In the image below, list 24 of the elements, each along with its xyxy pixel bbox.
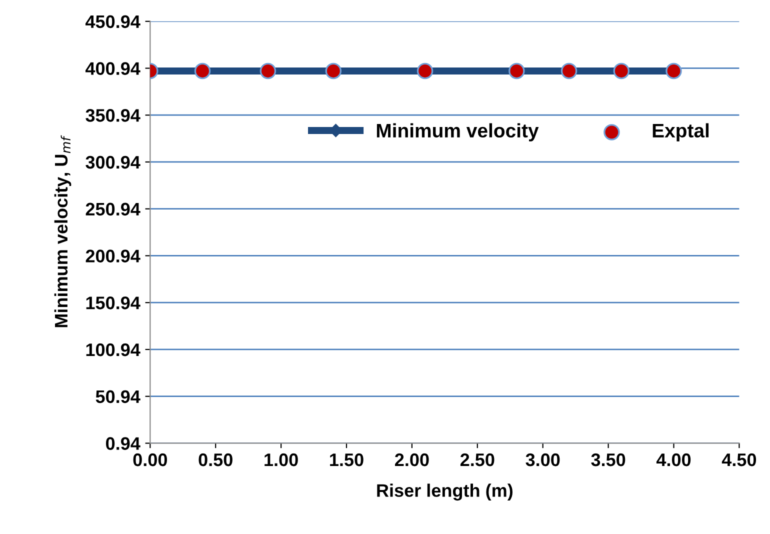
x-tick-label: 4.00 [656,453,691,466]
x-tick-label: 2.50 [460,453,494,466]
y-tick-label: 250.94 [86,202,140,216]
x-tick-label: 4.50 [722,453,756,466]
y-tick-label: 200.94 [86,250,140,262]
x-axis-title: Riser length (m) [377,484,512,501]
x-tick-label: 1.50 [330,453,364,466]
x-tick-label: 2.00 [395,453,429,466]
y-tick-label: 400.94 [85,62,140,75]
y-tick-label: 100.94 [86,343,140,356]
y-tick-label: 450.94 [85,15,140,28]
legend-label: Minimum velocity [376,123,539,142]
y-tick-label: 300.94 [86,156,140,169]
y-tick-label: 50.94 [96,390,140,404]
y-tick-label: 150.94 [86,296,140,310]
x-tick-label: 3.00 [526,453,560,466]
x-tick-label: 3.50 [591,453,626,466]
y-tick-label: 350.94 [86,109,140,122]
legend-label: Exptal [652,123,709,142]
y-axis-title: Minimum velocity, U$_{mf}$ [54,135,72,328]
x-tick-label: 1.00 [264,453,298,466]
x-tick-label: 0.00 [133,453,167,466]
x-tick-label: 0.50 [198,453,232,466]
y-tick-label: 0.94 [106,437,140,450]
